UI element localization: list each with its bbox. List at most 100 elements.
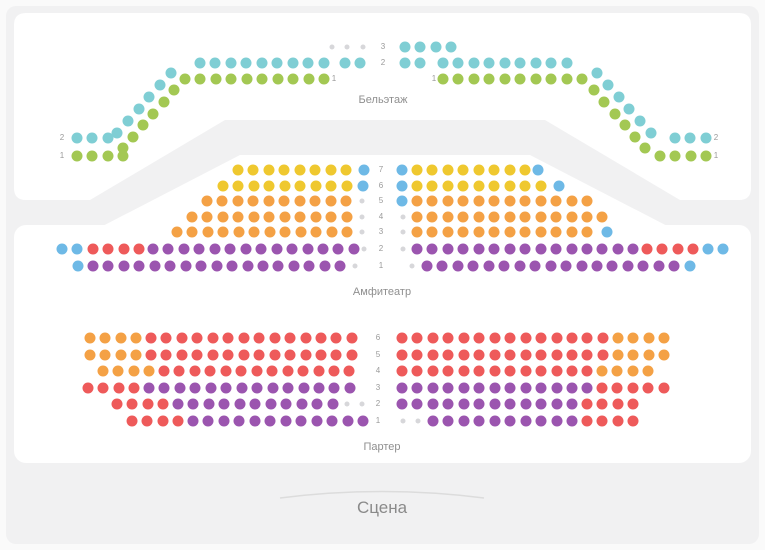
seat-amfiteatr[interactable] (332, 243, 344, 255)
seat-parter[interactable] (342, 415, 353, 427)
seat-beletazh[interactable] (86, 150, 98, 162)
seat-beletazh[interactable] (154, 79, 166, 91)
seat-amfiteatr[interactable] (325, 180, 337, 192)
seat-parter[interactable] (157, 398, 169, 410)
seat-parter[interactable] (520, 365, 532, 377)
seat-beletazh[interactable] (514, 73, 526, 85)
seat-amfiteatr[interactable] (224, 243, 236, 255)
seat-parter[interactable] (328, 365, 340, 377)
seat-amfiteatr[interactable] (340, 164, 352, 176)
seat-parter[interactable] (189, 382, 201, 394)
seat-parter[interactable] (143, 382, 155, 394)
seat-beletazh[interactable] (561, 57, 573, 69)
seat-amfiteatr[interactable] (581, 195, 593, 207)
seat-beletazh[interactable] (619, 119, 631, 131)
seat-parter[interactable] (427, 349, 439, 361)
seat-amfiteatr[interactable] (341, 211, 352, 223)
seat-parter[interactable] (611, 382, 623, 394)
seat-parter[interactable] (566, 382, 578, 394)
seat-beletazh[interactable] (545, 57, 557, 69)
seat-parter[interactable] (158, 382, 170, 394)
seat-amfiteatr[interactable] (467, 260, 479, 272)
seat-parter[interactable] (411, 349, 423, 361)
seat-parter[interactable] (396, 332, 408, 344)
seat-beletazh[interactable] (452, 73, 464, 85)
seat-parter[interactable] (99, 349, 111, 361)
seat-amfiteatr[interactable] (294, 164, 306, 176)
seat-parter[interactable] (427, 398, 439, 410)
seat-amfiteatr[interactable] (325, 211, 337, 223)
seat-parter[interactable] (126, 398, 138, 410)
seat-amfiteatr[interactable] (326, 226, 337, 238)
seat-parter[interactable] (220, 382, 232, 394)
seat-parter[interactable] (218, 398, 230, 410)
seat-parter[interactable] (357, 415, 369, 427)
seat-beletazh[interactable] (445, 41, 457, 53)
seat-parter[interactable] (442, 382, 454, 394)
seat-amfiteatr[interactable] (302, 243, 313, 255)
seat-beletazh[interactable] (111, 127, 123, 139)
seat-amfiteatr[interactable] (294, 180, 306, 192)
seat-parter[interactable] (596, 415, 608, 427)
seat-amfiteatr[interactable] (504, 211, 516, 223)
seat-parter[interactable] (145, 349, 157, 361)
seat-amfiteatr[interactable] (488, 164, 500, 176)
seat-amfiteatr[interactable] (426, 164, 438, 176)
seat-parter[interactable] (269, 349, 281, 361)
seat-parter[interactable] (265, 398, 277, 410)
seat-beletazh[interactable] (287, 57, 299, 69)
seat-parter[interactable] (627, 415, 639, 427)
seat-amfiteatr[interactable] (473, 180, 485, 192)
seat-parter[interactable] (313, 382, 325, 394)
seat-amfiteatr[interactable] (278, 195, 290, 207)
seat-amfiteatr[interactable] (288, 260, 300, 272)
seat-beletazh[interactable] (86, 132, 98, 144)
seat-amfiteatr[interactable] (247, 164, 259, 176)
seat-parter[interactable] (280, 415, 292, 427)
seat-parter[interactable] (551, 382, 562, 394)
seat-amfiteatr[interactable] (581, 243, 593, 255)
seat-beletazh[interactable] (414, 57, 426, 69)
seat-beletazh[interactable] (654, 150, 666, 162)
seat-parter[interactable] (97, 382, 109, 394)
seat-amfiteatr[interactable] (310, 226, 322, 238)
seat-parter[interactable] (458, 349, 470, 361)
seat-amfiteatr[interactable] (488, 211, 500, 223)
seat-parter[interactable] (267, 382, 279, 394)
seat-beletazh[interactable] (414, 41, 426, 53)
seat-amfiteatr[interactable] (271, 243, 283, 255)
seat-beletazh[interactable] (437, 57, 449, 69)
seat-amfiteatr[interactable] (317, 243, 329, 255)
seat-amfiteatr[interactable] (702, 243, 714, 255)
seat-parter[interactable] (253, 349, 265, 361)
seat-amfiteatr[interactable] (201, 211, 213, 223)
seat-amfiteatr[interactable] (672, 243, 684, 255)
seat-parter[interactable] (202, 415, 214, 427)
seat-amfiteatr[interactable] (233, 226, 245, 238)
seat-amfiteatr[interactable] (309, 195, 321, 207)
seat-parter[interactable] (504, 415, 516, 427)
seat-amfiteatr[interactable] (341, 226, 353, 238)
seat-parter[interactable] (233, 415, 245, 427)
seat-beletazh[interactable] (561, 73, 573, 85)
seat-parter[interactable] (581, 365, 593, 377)
seat-amfiteatr[interactable] (162, 243, 174, 255)
seat-parter[interactable] (191, 332, 203, 344)
seat-parter[interactable] (627, 398, 639, 410)
seat-beletazh[interactable] (609, 108, 621, 120)
seat-amfiteatr[interactable] (133, 243, 145, 255)
seat-amfiteatr[interactable] (164, 260, 176, 272)
seat-amfiteatr[interactable] (442, 243, 454, 255)
seat-parter[interactable] (566, 349, 578, 361)
seat-amfiteatr[interactable] (71, 243, 83, 255)
seat-amfiteatr[interactable] (294, 211, 306, 223)
seat-beletazh[interactable] (700, 132, 712, 144)
seat-beletazh[interactable] (483, 73, 495, 85)
seat-parter[interactable] (326, 415, 338, 427)
seat-amfiteatr[interactable] (504, 243, 516, 255)
seat-parter[interactable] (264, 415, 276, 427)
seat-beletazh[interactable] (452, 57, 464, 69)
seat-parter[interactable] (249, 415, 261, 427)
seat-parter[interactable] (234, 398, 246, 410)
seat-parter[interactable] (473, 415, 485, 427)
